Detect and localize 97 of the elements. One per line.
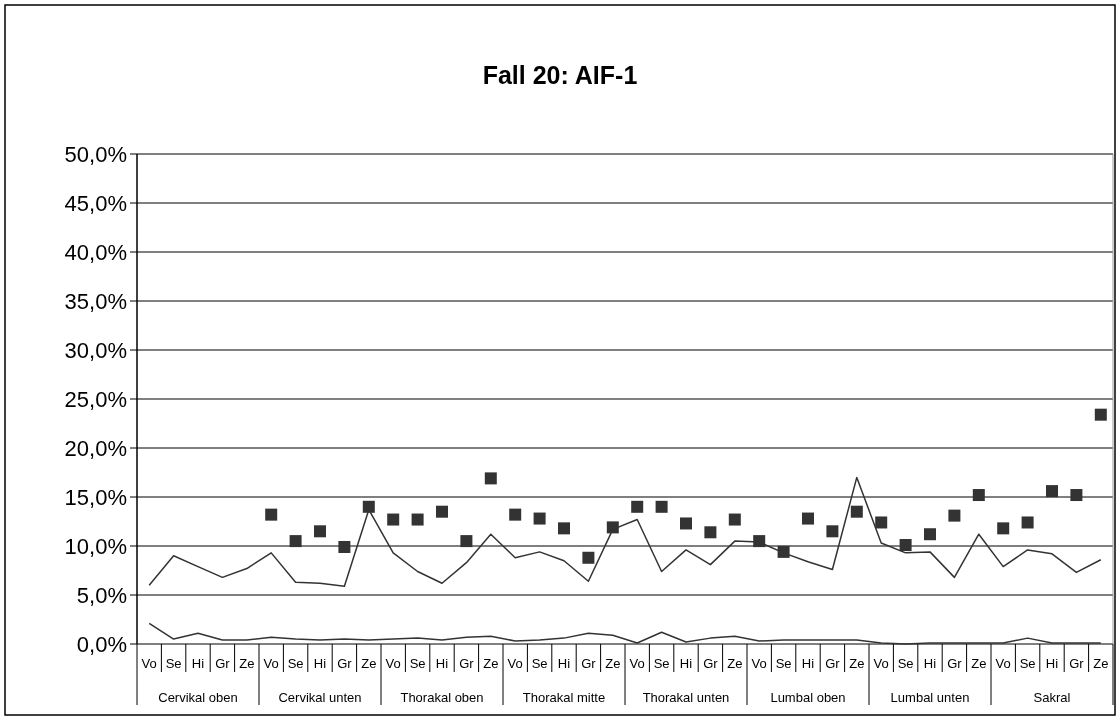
point [875,516,888,529]
y-tick-label: 40,0% [64,239,127,265]
y-tick-label: 15,0% [64,484,127,510]
y-tick-label: 0,0% [76,631,127,657]
point [387,513,400,526]
x-tick-label: Se [287,655,304,671]
point [1094,408,1107,421]
point [899,539,912,552]
x-tick-label: Hi [191,655,205,671]
y-tick-label: 45,0% [64,190,127,216]
point [655,500,668,513]
text: Cervikal unten [278,689,362,705]
point [265,508,278,521]
x-tick-label: Hi [435,655,449,671]
point [1021,516,1034,529]
line-series [148,476,1102,587]
x-tick-label: Se [165,655,182,671]
point [924,528,936,541]
point [289,535,302,548]
text: Sakral [1033,689,1071,705]
x-tick-label: Se [775,655,792,671]
x-tick-label: Vo [385,655,401,671]
y-tick-label: 20,0% [64,435,127,461]
x-tick-label: Ze [605,655,621,671]
x-tick-label: Ze [239,655,255,671]
point [582,551,595,564]
x-tick-label: Gr [947,655,963,671]
y-tick-label: 30,0% [64,337,127,363]
y-tick-label: 5,0% [76,582,127,608]
point [972,489,985,502]
x-tick-label: Hi [1045,655,1059,671]
x-tick-label: Ze [971,655,987,671]
point [484,472,497,485]
point [850,505,863,518]
point [704,526,717,539]
x-tick-label: Vo [873,655,889,671]
x-tick-label: Se [409,655,426,671]
x-tick-label: Ze [1093,655,1109,671]
point [338,540,351,553]
x-tick-label: Ze [727,655,743,671]
x-tick-label: Vo [629,655,645,671]
x-tick-label: Gr [215,655,231,671]
point [631,500,644,513]
x-tick-label: Gr [581,655,597,671]
point [997,522,1010,535]
point [777,545,790,558]
x-tick-label: Ze [483,655,499,671]
x-tick-label: Se [897,655,914,671]
point [509,508,522,521]
chart-title: Fall 20: AIF-1 [482,61,638,89]
point [411,513,424,526]
x-tick-label: Ze [361,655,377,671]
x-tick-label: Se [531,655,548,671]
x-tick-label: Hi [557,655,571,671]
point [533,512,546,525]
point [680,517,692,530]
point [1046,485,1058,498]
x-tick-label: Vo [751,655,767,671]
text: Thorakal unten [642,689,730,705]
x-tick-label: Hi [313,655,327,671]
point [436,505,448,518]
x-tick-label: Se [1019,655,1036,671]
text: Lumbal unten [890,689,970,705]
x-tick-label: Gr [459,655,475,671]
point [753,535,766,548]
text: Lumbal oben [770,689,846,705]
y-tick-label: 35,0% [64,288,127,314]
x-tick-label: Gr [337,655,353,671]
point [948,509,961,522]
point [728,513,741,526]
y-tick-label: 25,0% [64,386,127,412]
point [558,522,570,535]
point [826,525,839,538]
y-tick-label: 10,0% [64,533,127,559]
x-tick-label: Hi [801,655,815,671]
point [606,521,619,534]
x-tick-label: Hi [923,655,937,671]
y-tick-label: 50,0% [64,141,127,167]
x-tick-label: Vo [263,655,279,671]
point [362,500,375,513]
x-tick-label: Hi [679,655,693,671]
x-tick-label: Vo [995,655,1011,671]
line-series [148,622,1102,645]
x-tick-label: Se [653,655,670,671]
point [314,525,326,538]
x-tick-label: Gr [1069,655,1085,671]
x-tick-label: Gr [703,655,719,671]
text: Thorakal oben [400,689,484,705]
x-tick-label: Vo [141,655,157,671]
point [1070,489,1083,502]
x-tick-label: Ze [849,655,865,671]
point [460,535,473,548]
point [802,512,814,525]
x-tick-label: Vo [507,655,523,671]
text: Cervikal oben [158,689,238,705]
text: Thorakal mitte [522,689,606,705]
x-tick-label: Gr [825,655,841,671]
